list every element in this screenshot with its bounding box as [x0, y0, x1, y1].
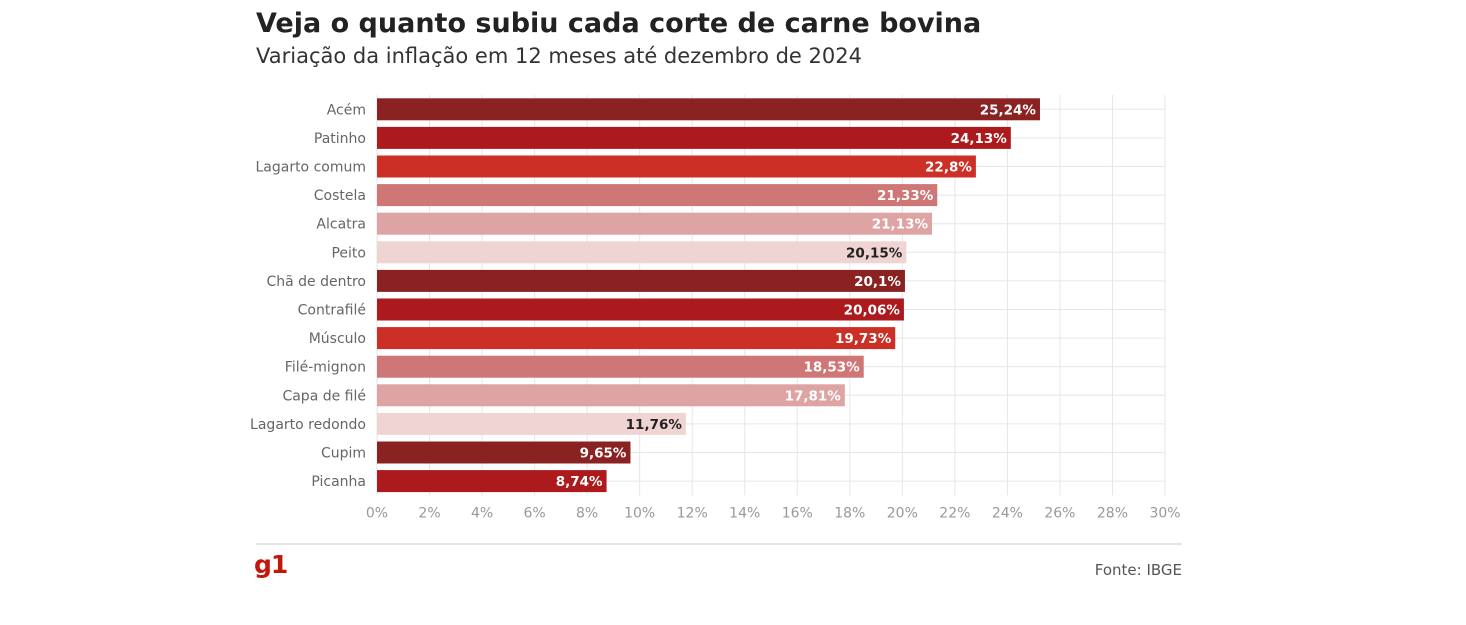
data-label: 19,73% [835, 331, 892, 347]
data-label: 21,33% [877, 188, 934, 204]
category-label: Lagarto comum [255, 160, 366, 176]
bar [377, 384, 845, 407]
bar-chart: Acém 25,24% Patinho 24,13% Lagarto comum 22,8… [250, 95, 1181, 521]
footer-divider [256, 543, 1182, 545]
category-label: Chã de dentro [266, 274, 366, 290]
x-tick-label: 16% [782, 505, 813, 521]
x-tick-label: 2% [418, 505, 440, 521]
x-tick-label: 14% [729, 505, 760, 521]
x-tick-label: 10% [624, 505, 655, 521]
data-label: 18,53% [803, 360, 860, 376]
category-label: Cupim [321, 446, 366, 462]
x-tick-label: 26% [1044, 505, 1075, 521]
data-label: 17,81% [785, 388, 842, 404]
bar [377, 126, 1011, 149]
bar [377, 327, 896, 350]
data-label: 24,13% [951, 131, 1008, 147]
source-note: Fonte: IBGE [1094, 561, 1182, 579]
x-tick-label: 18% [834, 505, 865, 521]
data-label: 25,24% [980, 102, 1037, 118]
category-label: Lagarto redondo [250, 417, 366, 433]
bar [377, 298, 904, 321]
data-label: 20,15% [846, 245, 903, 261]
category-label: Alcatra [316, 217, 366, 233]
category-label: Patinho [314, 131, 366, 147]
category-label: Capa de filé [282, 388, 366, 404]
x-tick-label: 28% [1097, 505, 1128, 521]
x-tick-label: 24% [992, 505, 1023, 521]
category-label: Peito [331, 245, 366, 261]
category-label: Contrafilé [298, 303, 366, 319]
x-tick-label: 12% [677, 505, 708, 521]
chart-title: Veja o quanto subiu cada corte de carne … [256, 8, 982, 39]
data-label: 21,13% [872, 217, 929, 233]
bar [377, 470, 607, 493]
data-label: 9,65% [580, 446, 627, 462]
bar [377, 441, 631, 464]
bar [377, 155, 976, 178]
data-label: 20,06% [844, 303, 901, 319]
bar [377, 412, 686, 435]
data-label: 22,8% [925, 160, 972, 176]
bar [377, 269, 905, 292]
category-label: Costela [314, 188, 366, 204]
category-label: Músculo [309, 331, 366, 347]
x-tick-label: 4% [471, 505, 493, 521]
x-tick-label: 22% [939, 505, 970, 521]
bar [377, 355, 864, 378]
x-tick-label: 8% [576, 505, 598, 521]
g1-logo: g1 [254, 550, 288, 579]
x-tick-label: 20% [887, 505, 918, 521]
bar [377, 98, 1040, 121]
data-label: 20,1% [854, 274, 901, 290]
x-tick-label: 0% [366, 505, 388, 521]
category-label: Acém [327, 102, 366, 118]
bar [377, 212, 933, 235]
data-label: 11,76% [626, 417, 683, 433]
category-label: Filé-mignon [285, 360, 366, 376]
bar [377, 241, 907, 264]
chart-subtitle: Variação da inflação em 12 meses até dez… [256, 44, 862, 68]
x-tick-label: 30% [1149, 505, 1180, 521]
x-tick-label: 6% [523, 505, 545, 521]
category-label: Picanha [311, 474, 366, 490]
data-label: 8,74% [556, 474, 603, 490]
bar [377, 184, 938, 207]
